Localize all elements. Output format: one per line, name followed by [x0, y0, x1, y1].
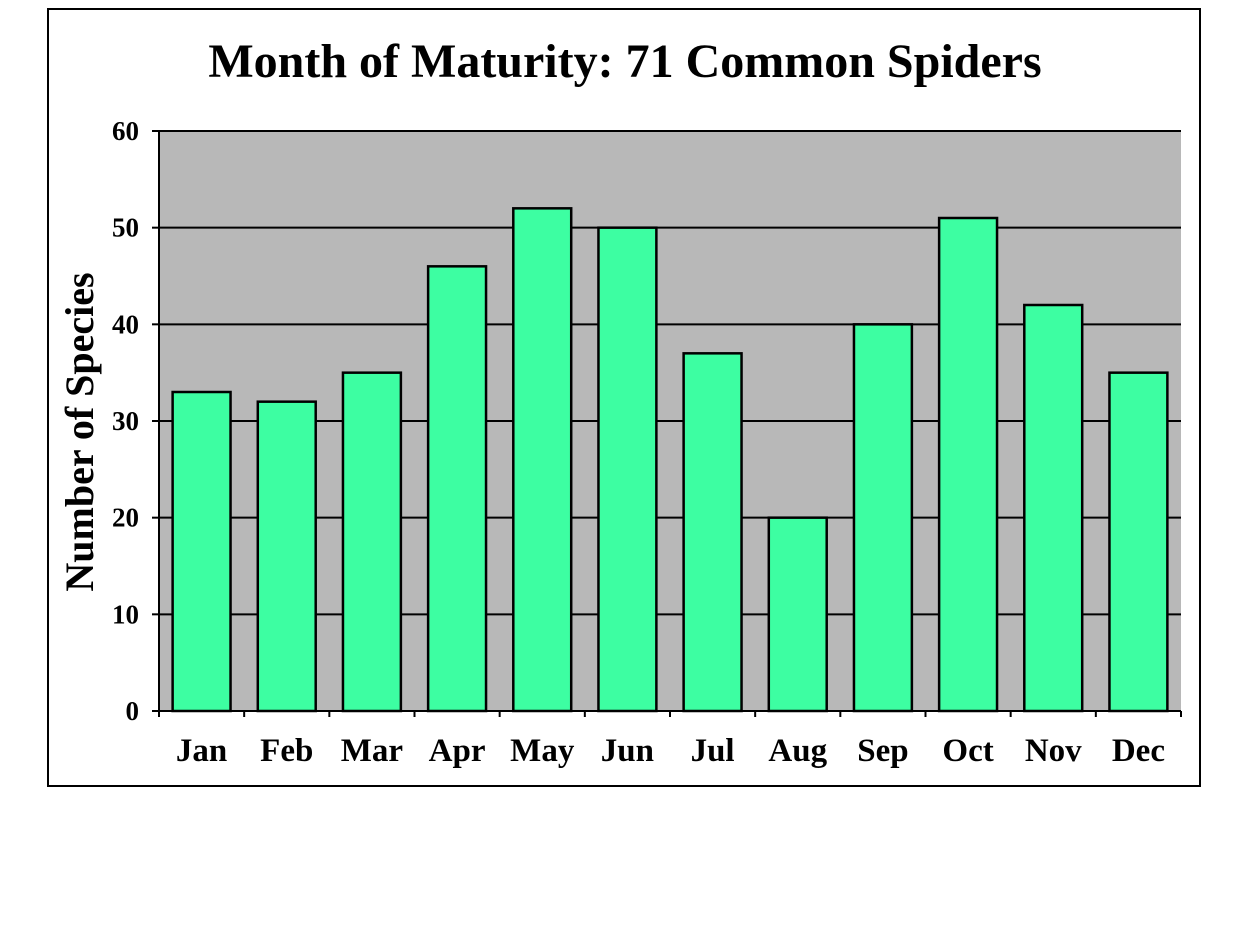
bar [512, 207, 573, 713]
x-tick-label: Feb [260, 733, 313, 769]
y-axis-label: Number of Species [57, 272, 102, 591]
bar [1023, 303, 1084, 713]
x-tick-label: Mar [341, 733, 403, 769]
x-tick-labels: Jan Feb Mar Apr May Jun Jul Aug Sep Oct Nov Dec [176, 733, 1165, 769]
y-tick-labels: 0 10 20 30 40 50 60 [112, 116, 139, 726]
x-tick-label: Jun [601, 733, 654, 769]
bar [767, 516, 828, 713]
bar [682, 352, 743, 713]
bar [256, 400, 317, 713]
x-tick-label: Aug [768, 733, 827, 769]
x-tick-label: Dec [1112, 733, 1165, 769]
y-tick-label: 40 [112, 309, 139, 339]
x-tick-label: Oct [942, 733, 993, 769]
x-tick-label: Apr [429, 733, 486, 769]
bars [171, 207, 1169, 713]
bar [597, 226, 658, 713]
x-tick-label: Jul [691, 733, 735, 769]
y-tick-label: 10 [112, 599, 139, 629]
bar [852, 323, 914, 713]
bar [426, 265, 488, 713]
bar [171, 390, 232, 713]
bar [937, 216, 999, 713]
axes [152, 130, 1182, 717]
y-tick-label: 20 [112, 503, 139, 533]
y-tick-label: 0 [126, 696, 140, 726]
bar [341, 371, 403, 713]
y-tick-label: 60 [112, 116, 139, 146]
y-tick-label: 50 [112, 213, 139, 243]
gridlines [159, 130, 1181, 616]
x-tick-label: Sep [857, 733, 908, 769]
x-tick-label: Jan [176, 733, 227, 769]
y-tick-label: 30 [112, 406, 139, 436]
x-tick-label: Nov [1025, 733, 1082, 769]
chart-title: Month of Maturity: 71 Common Spiders [208, 35, 1041, 88]
x-tick-label: May [510, 733, 575, 769]
bar [1108, 371, 1169, 713]
